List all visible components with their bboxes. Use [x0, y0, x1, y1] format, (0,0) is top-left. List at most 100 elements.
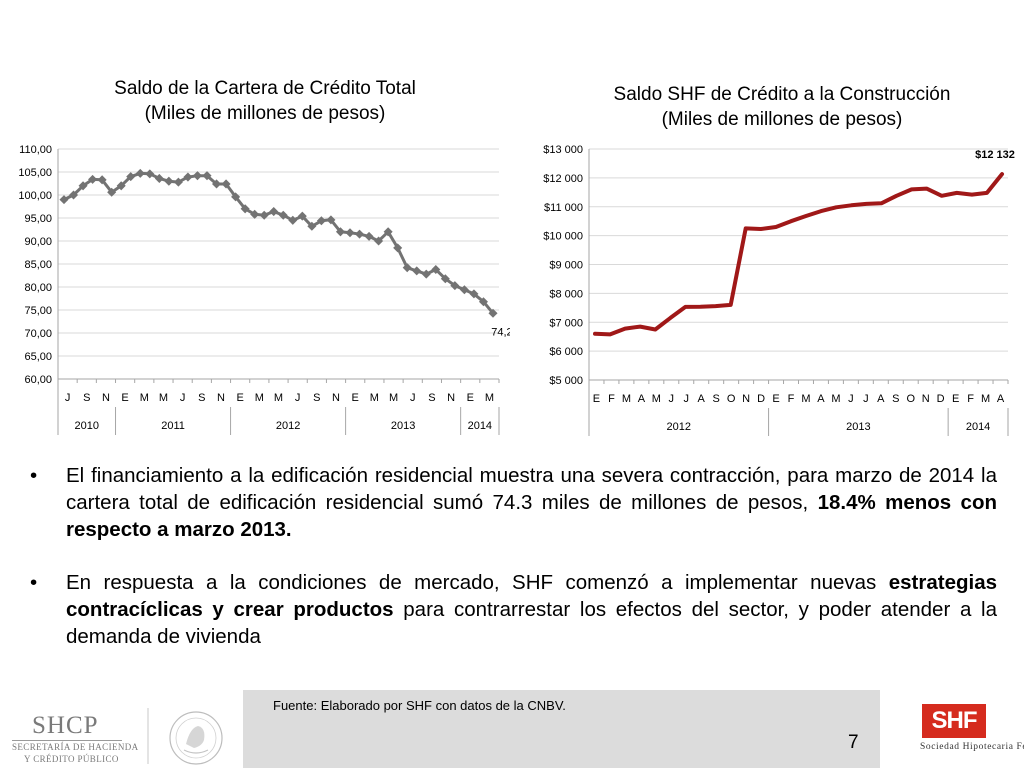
y-tick-label: 100,00: [18, 190, 52, 202]
data-point: [355, 229, 365, 239]
shcp-logo-rule: [12, 740, 122, 741]
shf-logo: SHF: [922, 704, 986, 738]
bullet-text: En respuesta a la condiciones de mercado…: [66, 571, 889, 594]
y-tick-label: $7 000: [549, 317, 583, 329]
chart-title-line2: (Miles de millones de pesos): [661, 109, 903, 130]
data-point: [240, 204, 250, 214]
year-label: 2012: [667, 421, 691, 433]
x-tick-label: D: [937, 393, 945, 405]
x-tick-label: A: [817, 393, 825, 405]
bullet-text-bold: estrategias contracíclicas y crear produ…: [66, 571, 997, 621]
chart-title: Saldo SHF de Crédito a la Construcción (…: [540, 82, 1024, 132]
y-tick-label: 80,00: [24, 282, 52, 294]
x-tick-label: A: [638, 393, 646, 405]
source-note: Fuente: Elaborado por SHF con datos de l…: [273, 698, 566, 713]
shf-logo-name: Sociedad Hipotecaria Federal: [920, 742, 1024, 752]
x-tick-label: E: [593, 393, 600, 405]
y-tick-label: $13 000: [543, 144, 583, 156]
chart-title: Saldo de la Cartera de Crédito Total (Mi…: [20, 76, 510, 126]
x-tick-label: M: [485, 392, 494, 404]
x-tick-label: N: [217, 392, 225, 404]
x-tick-label: J: [295, 392, 301, 404]
x-tick-label: N: [922, 393, 930, 405]
y-tick-label: 105,00: [18, 167, 52, 179]
y-tick-label: $11 000: [544, 202, 583, 214]
chart-credito-construccion: $5 000 $6 000 $7 000 $8 000 $9 000 $10 000 $11…: [510, 78, 1024, 440]
x-tick-label: M: [831, 393, 840, 405]
x-tick-label: E: [236, 392, 243, 404]
series-line: [593, 172, 1004, 337]
x-tick-label: M: [255, 392, 264, 404]
data-point: [221, 179, 231, 189]
bullet-text: El financiamiento a la edificación resid…: [66, 464, 997, 514]
x-tick-label: M: [801, 393, 810, 405]
x-tick-label: O: [727, 393, 736, 405]
x-tick-label: J: [684, 393, 690, 405]
x-tick-label: J: [848, 393, 854, 405]
national-seal-icon: [147, 708, 223, 765]
x-tick-label: M: [370, 392, 379, 404]
x-tick-label: N: [332, 392, 340, 404]
page-number: 7: [848, 732, 859, 753]
bullet-dot: •: [30, 464, 38, 487]
x-tick-label: S: [313, 392, 320, 404]
x-tick-label: E: [467, 392, 474, 404]
y-tick-label: 85,00: [24, 259, 52, 271]
data-label: 74,29: [491, 326, 510, 338]
data-point: [59, 195, 69, 205]
data-point: [69, 190, 79, 200]
data-point: [107, 187, 117, 197]
data-point: [316, 216, 326, 226]
data-point: [78, 181, 88, 191]
x-tick-label: M: [274, 392, 283, 404]
year-label: 2013: [846, 421, 870, 433]
bullet-item: • En respuesta a la condiciones de merca…: [22, 569, 997, 650]
x-tick-label: F: [788, 393, 795, 405]
x-tick-label: E: [952, 393, 959, 405]
y-tick-label: $6 000: [549, 346, 583, 358]
year-label: 2014: [966, 421, 990, 433]
x-tick-label: M: [622, 393, 631, 405]
x-tick-label: M: [159, 392, 168, 404]
bullet-list: • El financiamiento a la edificación res…: [22, 462, 997, 650]
x-tick-label: J: [410, 392, 416, 404]
bullet-dot: •: [30, 571, 38, 594]
x-tick-label: S: [713, 393, 720, 405]
y-tick-label: 70,00: [24, 328, 52, 340]
year-label: 2010: [75, 420, 99, 432]
x-tick-label: S: [83, 392, 90, 404]
x-tick-label: J: [863, 393, 869, 405]
year-label: 2012: [276, 420, 300, 432]
x-tick-label: D: [757, 393, 765, 405]
y-tick-label: $12 000: [543, 173, 583, 185]
x-tick-label: S: [428, 392, 435, 404]
shcp-logo-subtitle: Y CRÉDITO PÚBLICO: [24, 754, 119, 764]
x-tick-label: J: [180, 392, 186, 404]
y-tick-label: $9 000: [549, 260, 583, 272]
data-point: [469, 289, 479, 299]
data-point: [145, 169, 155, 179]
shcp-logo-name: SHCP: [32, 712, 99, 739]
data-point: [173, 177, 183, 187]
y-tick-label: 60,00: [24, 374, 52, 386]
data-point: [97, 175, 107, 185]
bullet-text: para contrarrestar los efectos del secto…: [66, 598, 998, 648]
y-tick-label: $8 000: [549, 288, 583, 300]
x-tick-label: E: [772, 393, 779, 405]
data-point: [154, 173, 164, 183]
data-label: $12 132: [975, 149, 1015, 161]
data-point: [269, 207, 279, 217]
x-tick-label: M: [140, 392, 149, 404]
x-tick-label: J: [669, 393, 675, 405]
x-tick-label: A: [877, 393, 885, 405]
chart-cartera-total: 60,00 65,00 70,00 75,00 80,00 85,00 90,00 95,00…: [0, 70, 510, 440]
year-label: 2014: [468, 420, 492, 432]
y-tick-label: 90,00: [24, 236, 52, 248]
x-tick-label: J: [65, 392, 71, 404]
footer-bar: Fuente: Elaborado por SHF con datos de l…: [243, 690, 880, 768]
x-tick-label: N: [447, 392, 455, 404]
x-tick-label: A: [997, 393, 1005, 405]
x-tick-label: F: [608, 393, 615, 405]
data-point: [450, 281, 460, 291]
y-tick-label: 110,00: [19, 144, 52, 156]
